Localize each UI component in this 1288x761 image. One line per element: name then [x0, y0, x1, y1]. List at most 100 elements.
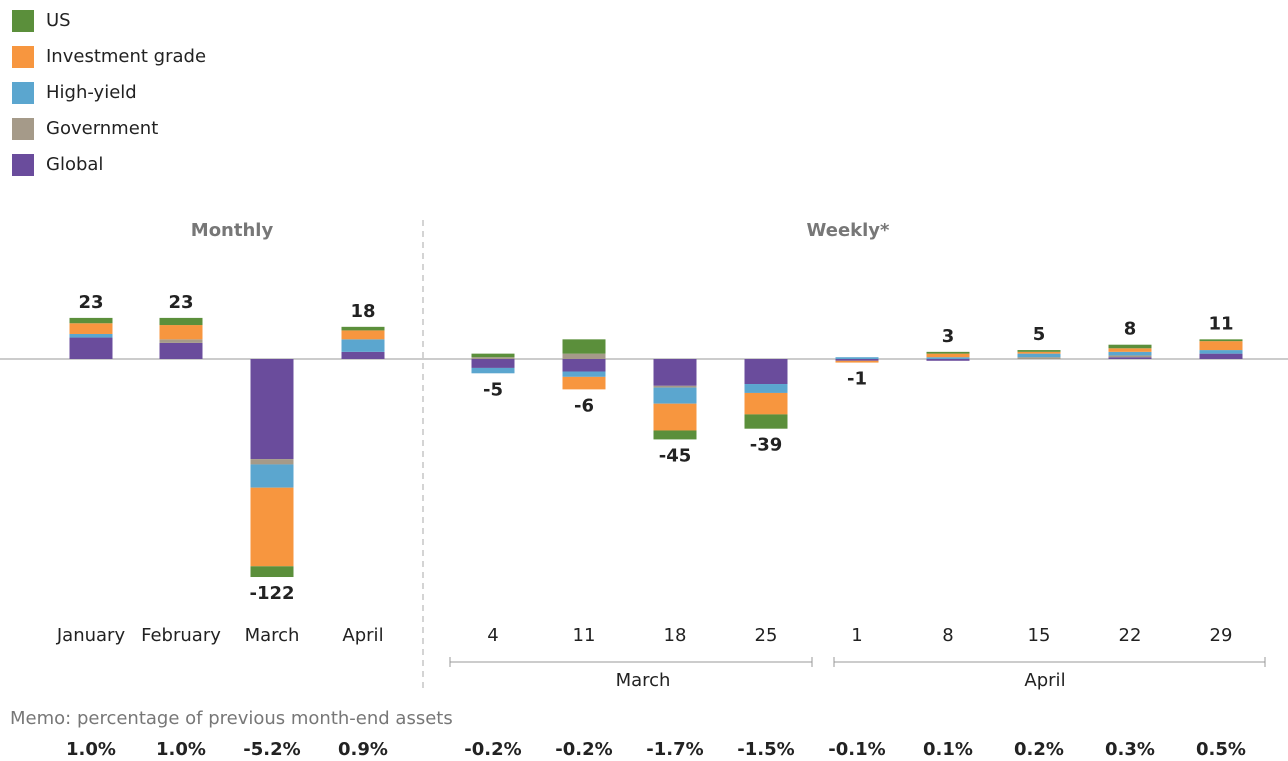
bar-segment	[250, 464, 294, 488]
x-tick-label: 1	[851, 625, 862, 646]
bar-segment	[250, 359, 294, 460]
total-label: 5	[1033, 324, 1046, 345]
memo-value: -5.2%	[243, 739, 300, 760]
legend-swatch	[12, 154, 34, 176]
bar-segment	[69, 317, 113, 324]
bar-segment	[471, 359, 515, 368]
total-label: 23	[168, 292, 193, 313]
bar-segment	[1108, 357, 1152, 359]
total-label: -6	[574, 395, 594, 416]
legend-label: High-yield	[46, 82, 137, 103]
x-tick-label: 8	[942, 625, 953, 646]
bar-segment	[250, 566, 294, 578]
bar-segment	[1108, 344, 1152, 349]
legend-label: Government	[46, 118, 158, 139]
legend-swatch	[12, 10, 34, 32]
bar-segment	[471, 357, 515, 359]
memo-value: -0.2%	[464, 739, 521, 760]
total-label: -45	[659, 445, 692, 466]
memo-value: 1.0%	[156, 739, 206, 760]
total-label: 3	[942, 326, 955, 347]
bar-segment	[653, 430, 697, 440]
x-tick-label: 4	[487, 625, 498, 646]
bar-segment	[1199, 341, 1243, 351]
x-tick-label: 25	[755, 625, 778, 646]
legend-label: Global	[46, 154, 103, 175]
bar-segment	[1199, 339, 1243, 342]
bar-segment	[159, 317, 203, 326]
x-tick-label: March	[245, 625, 300, 646]
legend-swatch	[12, 118, 34, 140]
bar-segment	[471, 367, 515, 374]
bar-segment	[926, 359, 970, 361]
bar-segment	[562, 353, 606, 359]
memo-title: Memo: percentage of previous month-end a…	[10, 708, 453, 729]
memo-value: 0.5%	[1196, 739, 1246, 760]
bar-segment	[1199, 353, 1243, 359]
legend-swatch	[12, 46, 34, 68]
bar-segment	[341, 330, 385, 340]
memo-value: -0.2%	[555, 739, 612, 760]
bracket	[449, 657, 1266, 667]
bar-segment	[926, 351, 970, 354]
total-label: 8	[1124, 319, 1137, 340]
memo-value: 0.9%	[338, 739, 388, 760]
total-label: -122	[249, 583, 294, 604]
x-tick-label: 22	[1119, 625, 1142, 646]
memo-value: 0.3%	[1105, 739, 1155, 760]
bar-segment	[835, 360, 879, 363]
bar-segment	[562, 371, 606, 377]
x-tick-label: February	[141, 625, 221, 646]
x-tick-label: 15	[1028, 625, 1051, 646]
bar-segment	[926, 353, 970, 358]
bar-segment	[159, 325, 203, 340]
memo-value: -0.1%	[828, 739, 885, 760]
bar-segment	[69, 337, 113, 359]
x-tick-label: April	[342, 625, 383, 646]
memo-value: 0.1%	[923, 739, 973, 760]
x-tick-label: 29	[1210, 625, 1233, 646]
memo-value: 1.0%	[66, 739, 116, 760]
total-label: -1	[847, 369, 867, 390]
bar-segment	[1017, 353, 1061, 358]
bar-segment	[562, 339, 606, 354]
bar-segment	[653, 403, 697, 431]
bar-segment	[653, 359, 697, 386]
legend-label: Investment grade	[46, 46, 206, 67]
total-label: -5	[483, 379, 503, 400]
x-tick-label: 18	[664, 625, 687, 646]
bar-segment	[562, 376, 606, 390]
bar-segment	[653, 387, 697, 404]
total-label: 23	[78, 292, 103, 313]
bar-segment	[1108, 348, 1152, 352]
bar-segment	[69, 333, 113, 338]
total-label: 11	[1208, 313, 1233, 334]
x-tick-label: January	[56, 625, 126, 646]
bar-segment	[1017, 351, 1061, 354]
bar-segment	[1199, 350, 1243, 354]
total-label: -39	[750, 435, 783, 456]
group-label: March	[616, 670, 671, 691]
bar-segment	[835, 357, 879, 359]
x-tick-label: 11	[573, 625, 596, 646]
bar-segment	[562, 359, 606, 372]
bar-segment	[926, 357, 970, 359]
bar-segment	[250, 459, 294, 465]
bar-segment	[1108, 355, 1152, 358]
legend-swatch	[12, 82, 34, 104]
bar-segment	[341, 326, 385, 331]
memo-value: 0.2%	[1014, 739, 1064, 760]
bar-segment	[744, 392, 788, 415]
bar-segment	[159, 342, 203, 359]
bar-segment	[744, 359, 788, 385]
memo-value: -1.5%	[737, 739, 794, 760]
bar-segment	[341, 351, 385, 359]
bar-segment	[653, 385, 697, 388]
group-label: April	[1024, 670, 1065, 691]
memo-value: -1.7%	[646, 739, 703, 760]
total-label: 18	[350, 301, 375, 322]
bar-segment	[744, 384, 788, 393]
bar-segment	[1017, 357, 1061, 359]
bar-segment	[1108, 351, 1152, 356]
panel-label: Monthly	[191, 220, 274, 241]
